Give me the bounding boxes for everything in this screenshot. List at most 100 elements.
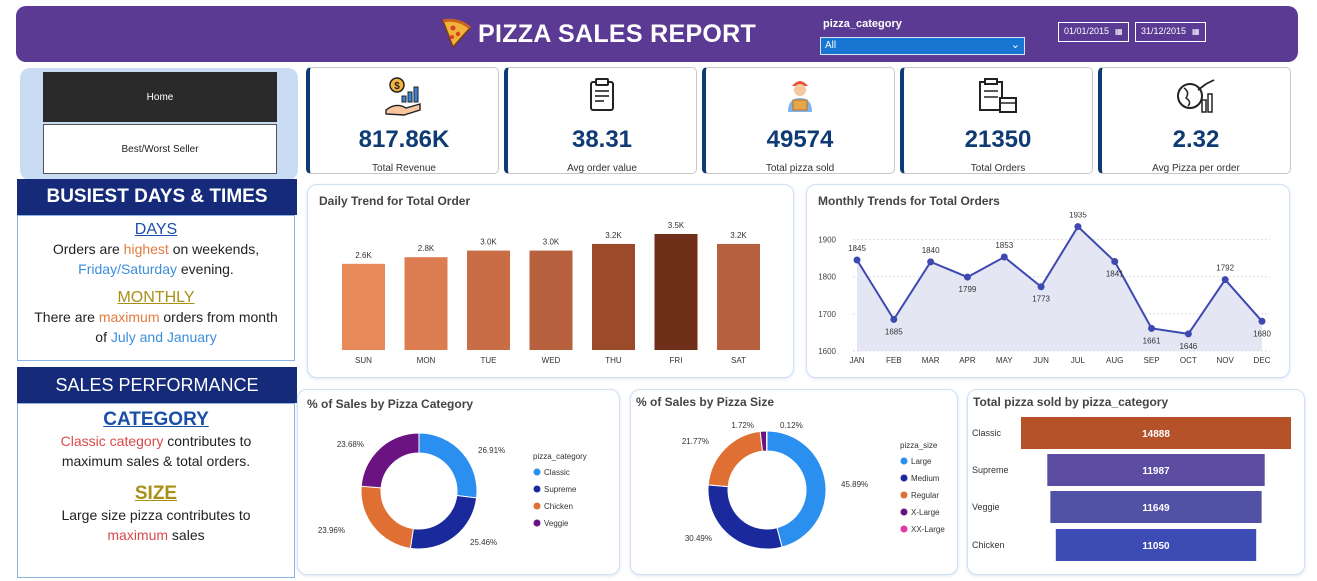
- bar-value-label: 3.5K: [668, 221, 685, 230]
- x-tick-label: MAY: [996, 356, 1013, 365]
- revenue-icon: $: [385, 77, 421, 116]
- monthly-title: MONTHLY: [117, 289, 195, 306]
- slice-value-label: 21.77%: [682, 437, 709, 446]
- point-value-label: 1840: [922, 246, 940, 255]
- bar-fri[interactable]: [654, 234, 698, 350]
- size-text-line1: Large size pizza contributes to: [61, 507, 251, 523]
- point-apr[interactable]: [963, 273, 971, 281]
- bar-value-label: 3.0K: [543, 238, 560, 247]
- size-title: SIZE: [134, 483, 178, 504]
- point-mar[interactable]: [927, 258, 935, 266]
- slice-value-label: 0.12%: [780, 421, 803, 430]
- legend-label: XX-Large: [911, 525, 945, 534]
- point-jun[interactable]: [1037, 283, 1045, 291]
- bar-thu[interactable]: [592, 243, 635, 350]
- x-tick-label: JAN: [849, 356, 864, 365]
- funnel-category-label: Chicken: [972, 540, 1005, 550]
- bar-value-label: 3.2K: [605, 231, 622, 240]
- point-value-label: 1646: [1179, 342, 1197, 351]
- funnel-value-label: 14888: [1142, 429, 1170, 440]
- x-tick-label: OCT: [1180, 356, 1197, 365]
- order-clipboard-icon: [590, 78, 614, 111]
- page-title: PIZZA SALES REPORT: [478, 20, 757, 48]
- slice-value-label: 25.46%: [470, 538, 497, 547]
- point-value-label: 1685: [885, 327, 903, 336]
- funnel-value-label: 11649: [1142, 503, 1170, 514]
- kpi-card-total-revenue: $ 817.86K Total Revenue: [306, 67, 499, 174]
- funnel-bar-supreme[interactable]: [1047, 454, 1265, 486]
- funnel-bar-chicken[interactable]: [1055, 529, 1257, 561]
- x-tick-label: SUN: [355, 356, 372, 365]
- category-donut-chart: 26.91% 25.46% 23.96% 23.68% pizza_category Cl…: [318, 432, 587, 550]
- bar-sun[interactable]: [342, 263, 385, 350]
- monthly-trend-title: Monthly Trends for Total Orders: [818, 194, 1000, 208]
- point-value-label: 1841: [1106, 269, 1124, 278]
- kpi-label: Avg order value: [567, 163, 637, 174]
- point-sep[interactable]: [1148, 324, 1156, 332]
- slice-medium[interactable]: [707, 484, 783, 550]
- category-funnel-chart: 14888 Classic 11987 Supreme 11649 Veggie 11050…: [972, 417, 1291, 561]
- best-worst-seller-button[interactable]: Best/Worst Seller: [43, 124, 277, 174]
- category-text-line1: Classic category contributes to: [60, 433, 252, 449]
- slice-classic[interactable]: [418, 432, 478, 499]
- slicer-label: pizza_category: [823, 18, 902, 30]
- bar-mon[interactable]: [404, 257, 448, 350]
- kpi-card-total-pizza-sold: 49574 Total pizza sold: [702, 67, 895, 174]
- point-jan[interactable]: [853, 256, 861, 264]
- slice-supreme[interactable]: [409, 494, 478, 550]
- slice-chicken[interactable]: [360, 485, 414, 549]
- date-to-value: 31/12/2015: [1141, 26, 1187, 36]
- pizza-slice-icon: [441, 18, 472, 49]
- bar-value-label: 3.0K: [480, 238, 497, 247]
- point-aug[interactable]: [1111, 257, 1119, 265]
- point-may[interactable]: [1000, 253, 1008, 261]
- category-donut-title: % of Sales by Pizza Category: [307, 397, 474, 411]
- x-tick-label: WED: [542, 356, 561, 365]
- point-oct[interactable]: [1184, 330, 1192, 338]
- bar-value-label: 2.8K: [418, 244, 435, 253]
- point-dec[interactable]: [1258, 317, 1266, 325]
- funnel-bar-classic[interactable]: [1021, 417, 1291, 449]
- monthly-trend-chart: 1600 1700 1800 1900 1845 JAN 1685 FEB 1840 MAR 179…: [818, 212, 1271, 365]
- slice-value-label: 23.68%: [337, 440, 364, 449]
- point-value-label: 1680: [1253, 329, 1271, 338]
- category-slicer[interactable]: All ⌄: [820, 37, 1025, 55]
- funnel-bar-veggie[interactable]: [1050, 491, 1262, 523]
- slice-veggie[interactable]: [360, 432, 420, 489]
- date-to-input[interactable]: 31/12/2015 ▦: [1135, 22, 1206, 42]
- date-from-input[interactable]: 01/01/2015 ▦: [1058, 22, 1129, 42]
- bar-wed[interactable]: [529, 250, 573, 350]
- x-tick-label: THU: [605, 356, 622, 365]
- category-text-line2: maximum sales & total orders.: [61, 453, 251, 469]
- x-tick-label: AUG: [1106, 356, 1123, 365]
- bar-sat[interactable]: [717, 243, 760, 350]
- point-nov[interactable]: [1221, 276, 1229, 284]
- x-tick-label: DEC: [1254, 356, 1271, 365]
- slice-large[interactable]: [766, 430, 827, 548]
- kpi-value: 2.32: [1172, 126, 1220, 153]
- legend-label: X-Large: [911, 508, 940, 517]
- slice-regular[interactable]: [707, 430, 764, 488]
- days-title: DAYS: [134, 221, 178, 238]
- bar-value-label: 2.6K: [355, 251, 372, 260]
- x-tick-label: JUL: [1071, 356, 1086, 365]
- sales-performance-insight: CATEGORY Classic category contributes to…: [17, 403, 295, 578]
- y-tick-label: 1700: [818, 310, 836, 319]
- point-feb[interactable]: [890, 315, 898, 323]
- point-jul[interactable]: [1074, 223, 1082, 231]
- daily-trend-chart: 2.6K SUN 2.8K MON 3.0K TUE 3.0K WED 3.2K THU 3.5K F…: [342, 221, 760, 365]
- busiest-days-header: BUSIEST DAYS & TIMES: [17, 179, 297, 215]
- home-button[interactable]: Home: [43, 72, 277, 122]
- bar-tue[interactable]: [467, 250, 510, 350]
- point-value-label: 1799: [959, 285, 977, 294]
- legend-marker: [900, 474, 908, 482]
- point-value-label: 1792: [1216, 264, 1234, 273]
- chevron-down-icon: ⌄: [1010, 39, 1020, 51]
- x-tick-label: SAT: [731, 356, 746, 365]
- point-value-label: 1845: [848, 244, 866, 253]
- legend-marker: [533, 485, 541, 493]
- slice-value-label: 1.72%: [731, 421, 754, 430]
- legend-label: Classic: [544, 468, 570, 477]
- point-value-label: 1853: [995, 241, 1013, 250]
- legend-label: Regular: [911, 491, 939, 500]
